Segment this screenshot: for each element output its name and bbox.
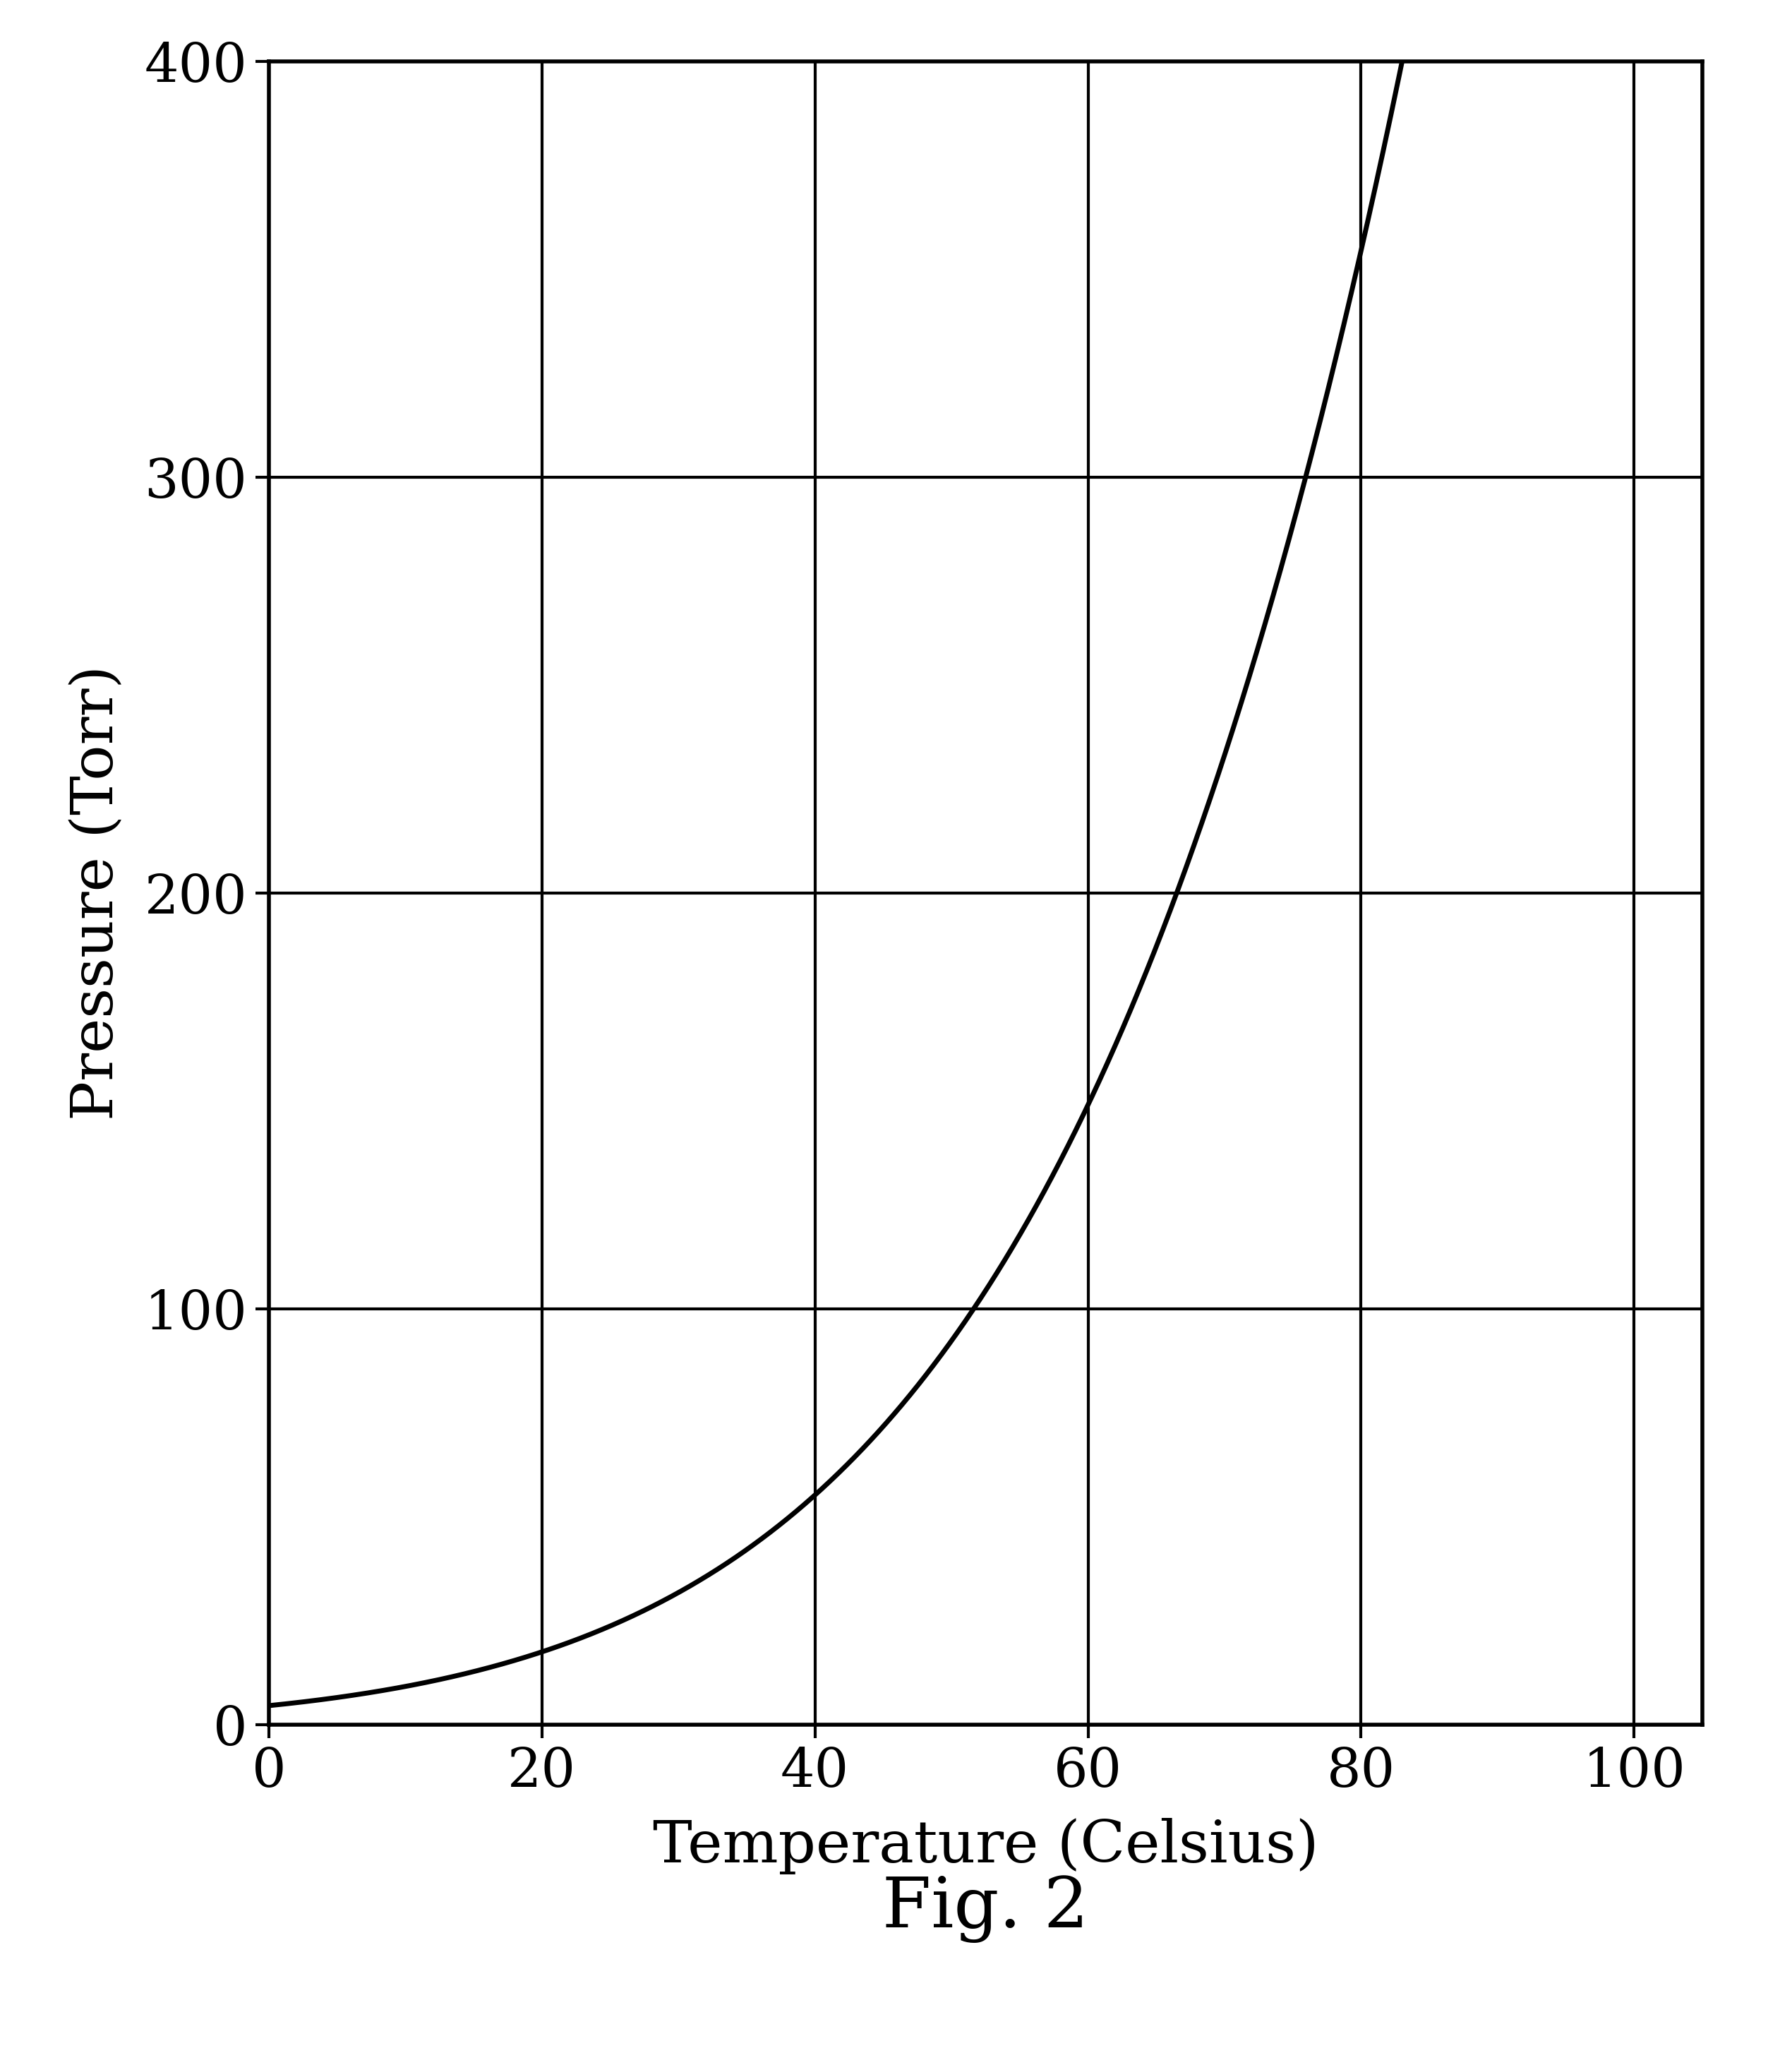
X-axis label: Temperature (Celsius): Temperature (Celsius)	[652, 1819, 1319, 1874]
Y-axis label: Pressure (Torr): Pressure (Torr)	[68, 665, 125, 1121]
Text: Fig. 2: Fig. 2	[882, 1876, 1090, 1942]
